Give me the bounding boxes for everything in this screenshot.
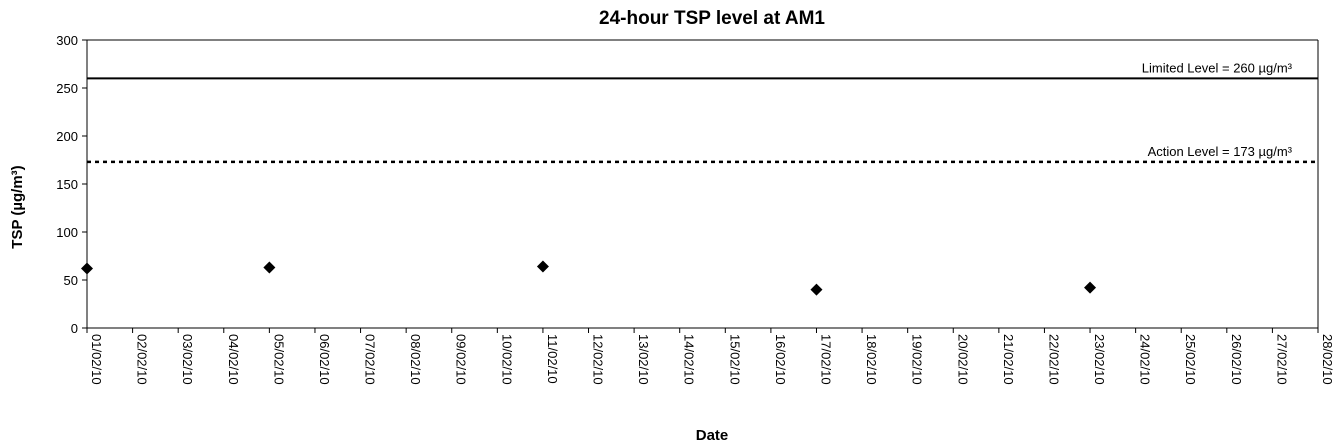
data-point bbox=[536, 260, 549, 273]
x-tick-label: 28/02/10 bbox=[1320, 334, 1335, 385]
x-axis-title: Date bbox=[696, 427, 729, 444]
limit-level-label: Limited Level = 260 µg/m³ bbox=[1142, 60, 1293, 75]
x-tick-label: 20/02/10 bbox=[955, 334, 970, 385]
x-tick-label: 22/02/10 bbox=[1046, 334, 1061, 385]
y-tick-label: 50 bbox=[64, 273, 78, 288]
x-tick-label: 14/02/10 bbox=[682, 334, 697, 385]
y-tick-label: 250 bbox=[56, 81, 78, 96]
x-tick-label: 23/02/10 bbox=[1092, 334, 1107, 385]
x-tick-label: 13/02/10 bbox=[636, 334, 651, 385]
x-tick-label: 10/02/10 bbox=[499, 334, 514, 385]
data-point bbox=[81, 262, 93, 275]
x-tick-label: 12/02/10 bbox=[591, 334, 606, 385]
y-tick-label: 0 bbox=[71, 321, 78, 336]
x-tick-label: 24/02/10 bbox=[1138, 334, 1153, 385]
x-tick-label: 17/02/10 bbox=[818, 334, 833, 385]
action-level-label: Action Level = 173 µg/m³ bbox=[1148, 144, 1293, 159]
y-tick-label: 100 bbox=[56, 225, 78, 240]
data-point bbox=[1084, 281, 1097, 294]
y-tick-label: 300 bbox=[56, 33, 78, 48]
y-axis: 0 50 100 150 200 250 300 bbox=[56, 33, 87, 336]
y-tick-label: 150 bbox=[56, 177, 78, 192]
data-point bbox=[810, 283, 823, 296]
x-tick-label: 06/02/10 bbox=[317, 334, 332, 385]
x-axis: 01/02/10 02/02/10 03/02/10 04/02/10 05/02/10… bbox=[86, 328, 1335, 385]
plot-area bbox=[86, 39, 1319, 329]
x-tick-label: 15/02/10 bbox=[727, 334, 742, 385]
x-tick-label: 07/02/10 bbox=[363, 334, 378, 385]
x-tick-label: 18/02/10 bbox=[864, 334, 879, 385]
x-tick-label: 19/02/10 bbox=[910, 334, 925, 385]
x-tick-label: 25/02/10 bbox=[1183, 334, 1198, 385]
data-points bbox=[81, 260, 1097, 296]
y-axis-title: TSP (µg/m³) bbox=[9, 165, 26, 248]
x-tick-label: 08/02/10 bbox=[408, 334, 423, 385]
x-tick-label: 09/02/10 bbox=[454, 334, 469, 385]
x-tick-label: 16/02/10 bbox=[773, 334, 788, 385]
x-tick-label: 03/02/10 bbox=[180, 334, 195, 385]
x-tick-label: 04/02/10 bbox=[226, 334, 241, 385]
chart-title: 24-hour TSP level at AM1 bbox=[599, 8, 825, 29]
x-tick-label: 11/02/10 bbox=[545, 334, 560, 384]
x-tick-label: 02/02/10 bbox=[135, 334, 150, 385]
y-tick-label: 200 bbox=[56, 129, 78, 144]
x-tick-label: 05/02/10 bbox=[271, 334, 286, 385]
x-tick-label: 26/02/10 bbox=[1229, 334, 1244, 385]
data-point bbox=[263, 261, 276, 274]
x-tick-label: 27/02/10 bbox=[1274, 334, 1289, 385]
x-tick-label: 01/02/10 bbox=[89, 334, 104, 385]
reference-lines: Limited Level = 260 µg/m³ Action Level = … bbox=[87, 60, 1318, 164]
x-tick-label: 21/02/10 bbox=[1001, 334, 1016, 385]
